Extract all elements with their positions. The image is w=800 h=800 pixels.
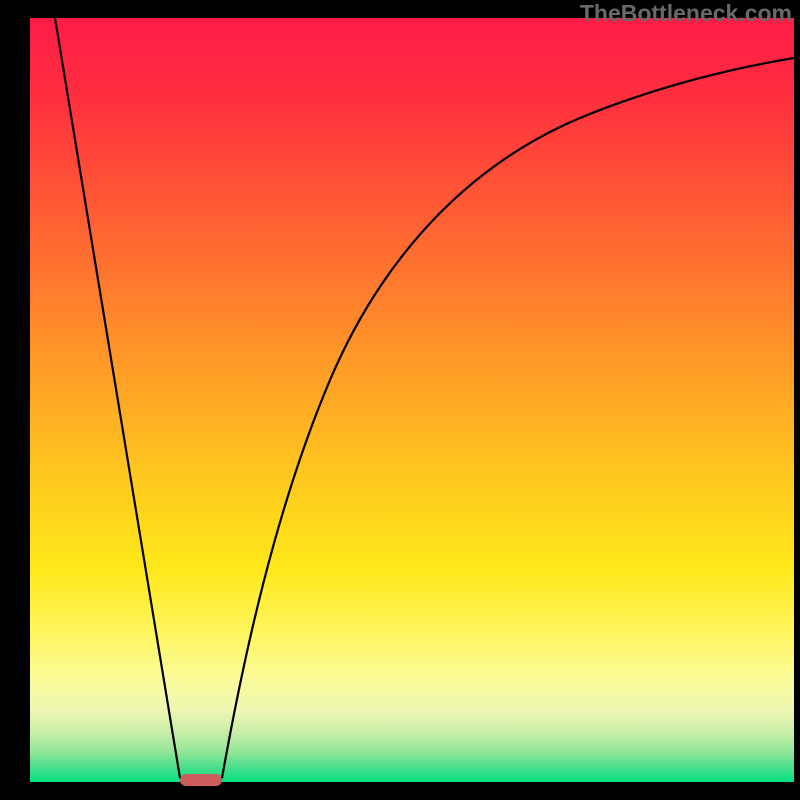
watermark-text: TheBottleneck.com [580, 0, 792, 27]
bottleneck-chart [0, 0, 800, 800]
plot-background [30, 18, 794, 782]
chart-container: TheBottleneck.com [0, 0, 800, 800]
optimum-marker [180, 774, 222, 786]
